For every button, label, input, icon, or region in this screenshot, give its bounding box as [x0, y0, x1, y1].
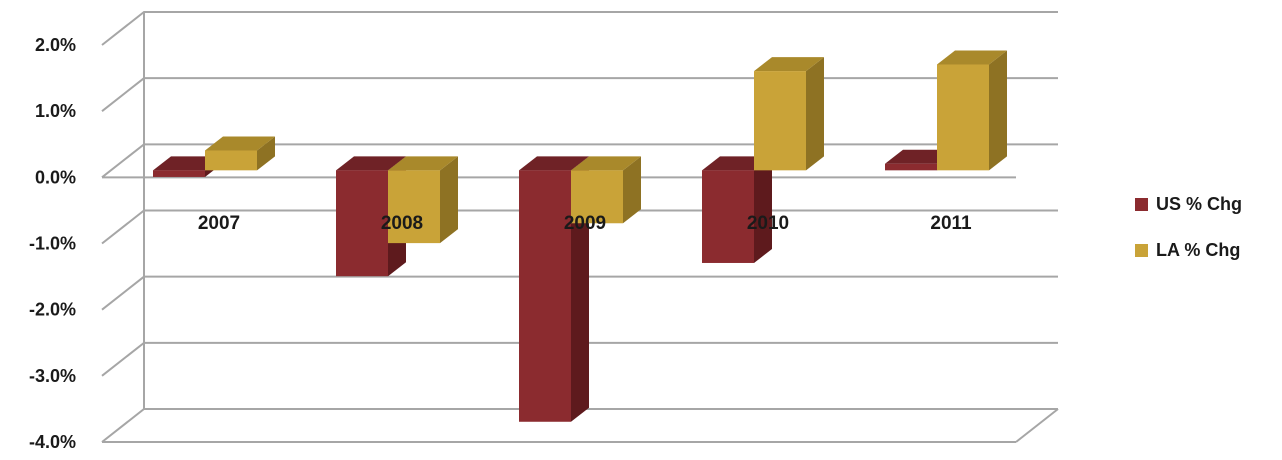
gridline: [101, 143, 1058, 179]
bar-top: [571, 156, 641, 171]
y-tick-label: -1.0%: [29, 234, 76, 254]
bar-2008-la: [388, 170, 440, 244]
bar-side: [754, 156, 772, 263]
bar-top: [754, 57, 824, 72]
category-label: 2011: [930, 213, 972, 234]
gridline: [101, 408, 1058, 443]
y-tick-label: 2.0%: [35, 35, 76, 55]
legend-swatch: [1135, 198, 1148, 211]
legend: US % Chg LA % Chg: [1135, 194, 1242, 260]
bar-2010-la: [754, 71, 806, 171]
bar-2007-la: [205, 150, 257, 171]
bar-top: [205, 136, 275, 151]
gridlines: [101, 11, 1058, 443]
bar-2009-us: [519, 170, 571, 422]
bar-side: [257, 136, 275, 171]
y-axis-tick-labels: 2.0% 1.0% 0.0% -1.0% -2.0% -3.0% -4.0%: [29, 35, 76, 452]
bar-2009-la: [571, 170, 623, 224]
bar-side: [989, 50, 1007, 171]
legend-label: LA % Chg: [1156, 240, 1240, 260]
category-label: 2007: [198, 213, 240, 234]
bar-top: [388, 156, 458, 171]
bar-2011-la: [937, 64, 989, 171]
y-tick-label: -2.0%: [29, 300, 76, 320]
gridline: [101, 11, 1058, 46]
gridline: [101, 77, 1058, 112]
bar-top: [937, 50, 1007, 65]
legend-swatch: [1135, 244, 1148, 257]
y-tick-label: -3.0%: [29, 366, 76, 386]
bar-side: [440, 156, 458, 244]
category-label: 2008: [381, 213, 423, 234]
gridline: [101, 275, 1058, 311]
category-label: 2009: [564, 213, 606, 234]
bar-2008-us: [336, 170, 388, 277]
bar-2007-us: [153, 170, 205, 177]
y-tick-label: -4.0%: [29, 432, 76, 452]
gridline: [101, 341, 1058, 377]
bar-top: [519, 156, 589, 171]
y-tick-label: 0.0%: [35, 167, 76, 187]
bar-side: [806, 57, 824, 171]
legend-label: US % Chg: [1156, 194, 1242, 214]
bar-2010-us: [702, 170, 754, 263]
category-labels: 2007 2008 2009 2010 2011: [198, 213, 972, 234]
category-label: 2010: [747, 213, 789, 234]
bar-top: [336, 156, 406, 171]
bar-2011-us: [885, 163, 937, 171]
floor-right-edge: [1015, 408, 1059, 443]
y-tick-label: 1.0%: [35, 101, 76, 121]
bar-side: [623, 156, 641, 224]
bars: [153, 50, 1007, 422]
